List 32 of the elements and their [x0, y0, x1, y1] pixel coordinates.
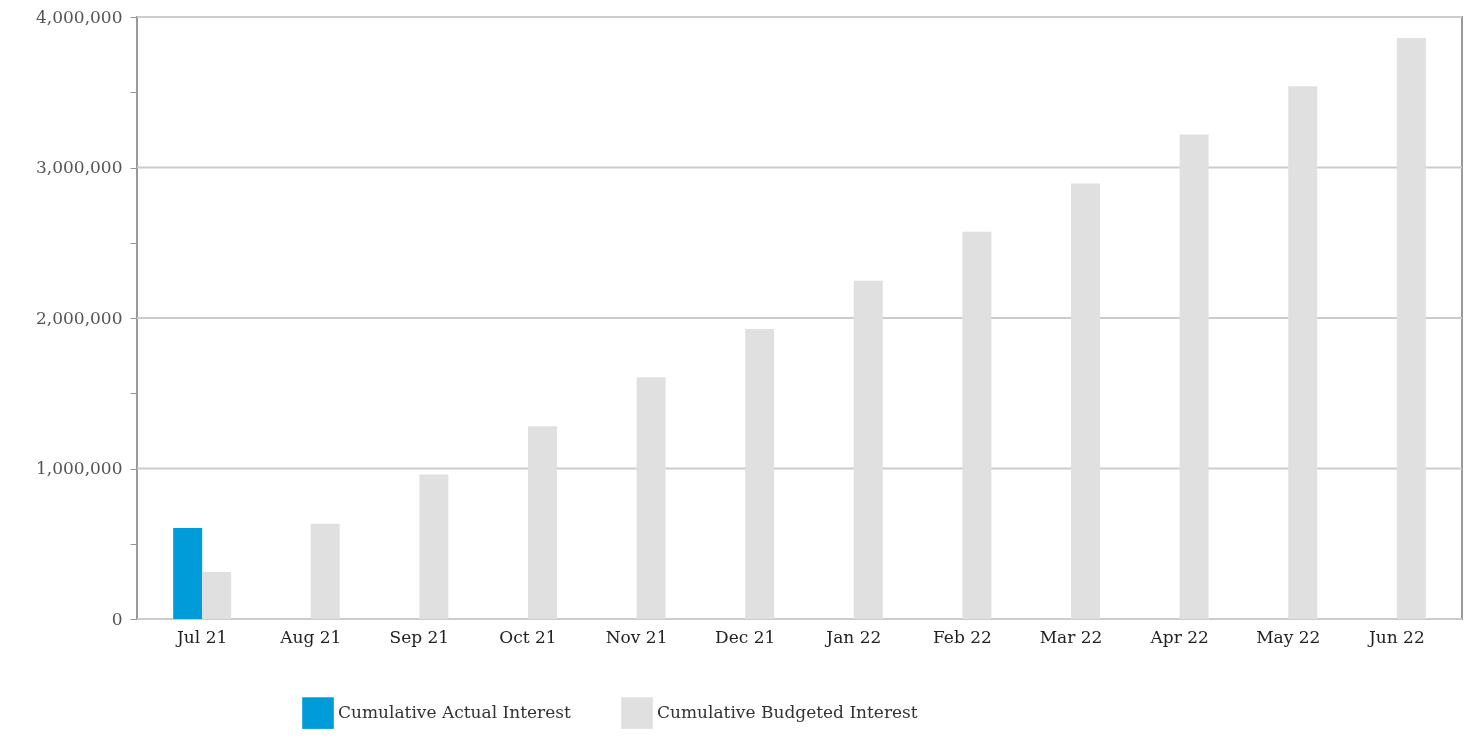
legend-label: Cumulative Actual Interest [338, 702, 571, 723]
bar [1071, 183, 1100, 619]
bar [745, 328, 775, 619]
y-tick-label: 4,000,000 [35, 6, 123, 27]
bar [853, 280, 883, 619]
bar [202, 571, 232, 619]
x-tick-label: Sep 21 [389, 626, 450, 647]
bar [1288, 86, 1318, 619]
bar [1396, 38, 1426, 619]
x-tick-label: Jul 21 [175, 626, 228, 647]
y-tick-label: 2,000,000 [35, 307, 123, 328]
x-tick-label: Dec 21 [715, 626, 776, 647]
x-tick-label: Nov 21 [605, 626, 668, 647]
x-tick-label: Mar 22 [1039, 626, 1103, 647]
y-tick-label: 0 [111, 608, 123, 629]
x-tick-label: May 22 [1256, 626, 1321, 647]
bar [527, 426, 557, 619]
y-tick-label: 1,000,000 [35, 458, 123, 478]
x-tick-label: Feb 22 [932, 626, 992, 647]
bar [310, 523, 340, 619]
bar [173, 527, 203, 619]
bar [1179, 134, 1209, 619]
y-tick-label: 3,000,000 [35, 157, 123, 177]
x-tick-label: Oct 21 [499, 626, 557, 647]
x-tick-label: Apr 22 [1149, 626, 1209, 647]
legend-label: Cumulative Budgeted Interest [657, 702, 918, 723]
bar [419, 474, 449, 619]
x-tick-label: Jan 22 [824, 626, 882, 647]
bar [636, 377, 666, 619]
x-tick-label: Jun 22 [1366, 626, 1425, 647]
bar [962, 231, 992, 619]
x-tick-label: Aug 21 [279, 626, 342, 647]
